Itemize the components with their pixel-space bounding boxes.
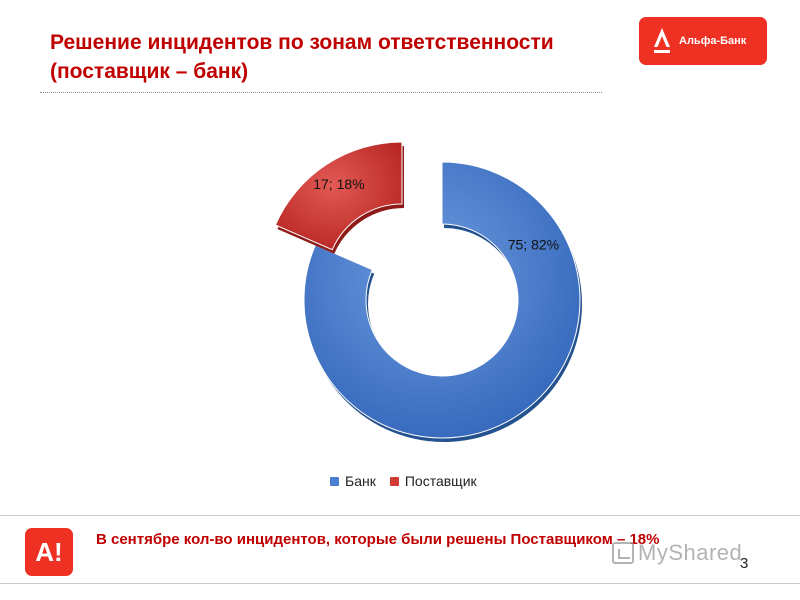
footer-divider-top xyxy=(0,515,800,516)
alfa-bank-logo: Альфа-Банк xyxy=(639,17,767,65)
legend-label-supplier: Поставщик xyxy=(404,473,477,489)
title-line-1: Решение инцидентов по зонам ответственно… xyxy=(50,31,554,54)
presentation-board-icon xyxy=(612,542,634,564)
slide-title: Решение инцидентов по зонам ответственно… xyxy=(50,28,610,86)
chart-legend: Банк Поставщик xyxy=(330,472,491,490)
watermark-text: MyShared xyxy=(638,540,743,565)
legend-swatch-supplier xyxy=(389,476,399,486)
title-line-2: (поставщик – банк) xyxy=(50,60,249,83)
slice-supplier xyxy=(274,141,403,251)
footer-divider-bottom xyxy=(0,583,800,584)
slide-number: 3 xyxy=(740,555,749,572)
data-label-bank: 75; 82% xyxy=(508,236,559,252)
data-label-supplier: 17; 18% xyxy=(313,176,364,192)
chart-slices xyxy=(274,141,582,443)
legend-item-bank: Банк xyxy=(330,473,376,489)
watermark: MyShared xyxy=(612,540,742,566)
logo-text: Альфа-Банк xyxy=(679,35,747,47)
alfa-badge-logo: A! xyxy=(25,528,73,576)
legend-swatch-bank xyxy=(330,476,339,486)
legend-label-bank: Банк xyxy=(345,473,376,489)
chart-data-labels: 75; 82% 17; 18% xyxy=(313,176,559,253)
doughnut-chart: 75; 82% 17; 18% xyxy=(274,141,582,443)
legend-item-supplier: Поставщик xyxy=(389,473,477,489)
footer-note: В сентябре кол-во инцидентов, которые бы… xyxy=(96,531,660,548)
alfa-a-logo-icon xyxy=(654,28,670,53)
slice-bank xyxy=(303,161,581,439)
title-divider xyxy=(40,92,602,93)
